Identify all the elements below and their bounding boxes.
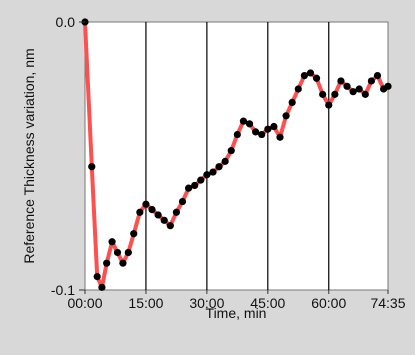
data-point (94, 273, 101, 280)
data-point (276, 134, 283, 141)
data-point (374, 72, 381, 79)
data-point (337, 77, 344, 84)
data-point (325, 101, 332, 108)
data-point (295, 85, 302, 92)
data-point (384, 83, 391, 90)
data-point (343, 83, 350, 90)
x-tick-label-1: 15:00 (128, 295, 163, 311)
data-point (270, 123, 277, 130)
y-axis-ticks: 0.0 -0.1 (51, 14, 85, 298)
data-point (209, 168, 216, 175)
data-point (88, 163, 95, 170)
data-point (142, 201, 149, 208)
data-point (307, 69, 314, 76)
x-axis-label: Time, min (206, 305, 267, 321)
x-tick-label-5: 74:35 (370, 295, 405, 311)
data-point (331, 91, 338, 98)
data-point (173, 209, 180, 216)
data-point (313, 75, 320, 82)
data-point (130, 230, 137, 237)
data-point (155, 211, 162, 218)
data-point (191, 182, 198, 189)
data-point (362, 91, 369, 98)
data-point (258, 131, 265, 138)
data-point (228, 147, 235, 154)
data-point (114, 249, 121, 256)
data-point (148, 206, 155, 213)
data-point (179, 198, 186, 205)
data-point (282, 112, 289, 119)
data-point (125, 249, 132, 256)
data-point (119, 260, 126, 267)
data-point (215, 163, 222, 170)
data-point (161, 217, 168, 224)
data-point (356, 85, 363, 92)
data-point (108, 238, 115, 245)
data-point (222, 158, 229, 165)
x-tick-label-4: 60:00 (311, 295, 346, 311)
data-point (319, 91, 326, 98)
data-point (289, 99, 296, 106)
data-point (98, 284, 105, 291)
data-point (246, 120, 253, 127)
y-tick-label-1: -0.1 (51, 282, 75, 298)
data-point (197, 177, 204, 184)
y-tick-label-0: 0.0 (56, 14, 76, 30)
data-point (368, 77, 375, 84)
data-point (136, 209, 143, 216)
y-axis-label: Reference Thickness variation, nm (21, 48, 37, 263)
data-point (103, 260, 110, 267)
data-point (167, 222, 174, 229)
data-point (234, 131, 241, 138)
